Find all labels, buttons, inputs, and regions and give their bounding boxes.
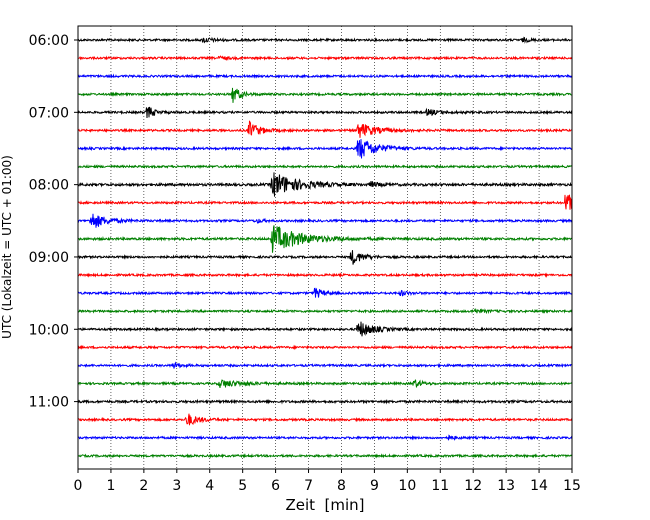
trace-0845 <box>77 225 573 253</box>
trace-0615 <box>77 55 573 61</box>
y-axis-ticks: 06:00 07:00 08:00 09:00 10:00 11:00 <box>29 33 78 411</box>
x-tick-label: 14 <box>530 478 548 494</box>
x-tick-label: 0 <box>74 478 83 494</box>
trace-0645 <box>77 87 573 103</box>
y-tick-label: 06:00 <box>29 33 69 49</box>
trace-0745 <box>77 163 573 170</box>
trace-0900 <box>77 250 573 265</box>
trace-1100 <box>77 398 573 405</box>
x-tick-label: 13 <box>497 478 515 494</box>
seismic-traces <box>77 36 573 459</box>
x-tick-label: 7 <box>304 478 313 494</box>
x-tick-label: 15 <box>563 478 581 494</box>
x-tick-label: 10 <box>398 478 416 494</box>
trace-0730 <box>77 139 573 159</box>
x-tick-label: 3 <box>172 478 181 494</box>
trace-0930 <box>77 287 573 298</box>
trace-0830 <box>77 213 573 228</box>
x-tick-label: 9 <box>370 478 379 494</box>
trace-1145 <box>77 453 573 459</box>
y-tick-label: 09:00 <box>29 250 69 266</box>
x-tick-label: 5 <box>238 478 247 494</box>
trace-1000 <box>77 321 573 337</box>
trace-0945 <box>77 307 573 315</box>
trace-1015 <box>77 344 573 351</box>
trace-0630 <box>77 73 573 80</box>
trace-1115 <box>77 413 573 426</box>
grid-lines <box>110 26 540 469</box>
x-tick-label: 1 <box>106 478 115 494</box>
y-tick-label: 10:00 <box>29 322 69 338</box>
plot-frame <box>77 25 573 470</box>
trace-0915 <box>77 272 573 279</box>
y-tick-label: 07:00 <box>29 105 69 121</box>
trace-0700 <box>77 106 573 119</box>
trace-0715 <box>77 120 573 138</box>
y-tick-label: 11:00 <box>29 395 69 411</box>
trace-0800 <box>77 172 573 197</box>
x-axis-ticks: 0 1 2 3 4 5 6 7 8 9 10 11 12 13 14 15 <box>74 469 581 494</box>
x-axis-label: Zeit [min] <box>285 496 364 514</box>
y-tick-label: 08:00 <box>29 178 69 194</box>
x-tick-label: 6 <box>271 478 280 494</box>
trace-0815 <box>77 194 573 210</box>
y-axis-label: UTC (Lokalzeit = UTC + 01:00) <box>0 155 14 339</box>
x-tick-label: 2 <box>139 478 148 494</box>
x-tick-label: 8 <box>337 478 346 494</box>
x-tick-label: 11 <box>431 478 449 494</box>
trace-1045 <box>77 379 573 389</box>
trace-0600 <box>77 36 573 44</box>
trace-1030 <box>77 361 573 369</box>
x-tick-label: 12 <box>464 478 482 494</box>
x-tick-label: 4 <box>205 478 214 494</box>
trace-1130 <box>77 434 573 441</box>
